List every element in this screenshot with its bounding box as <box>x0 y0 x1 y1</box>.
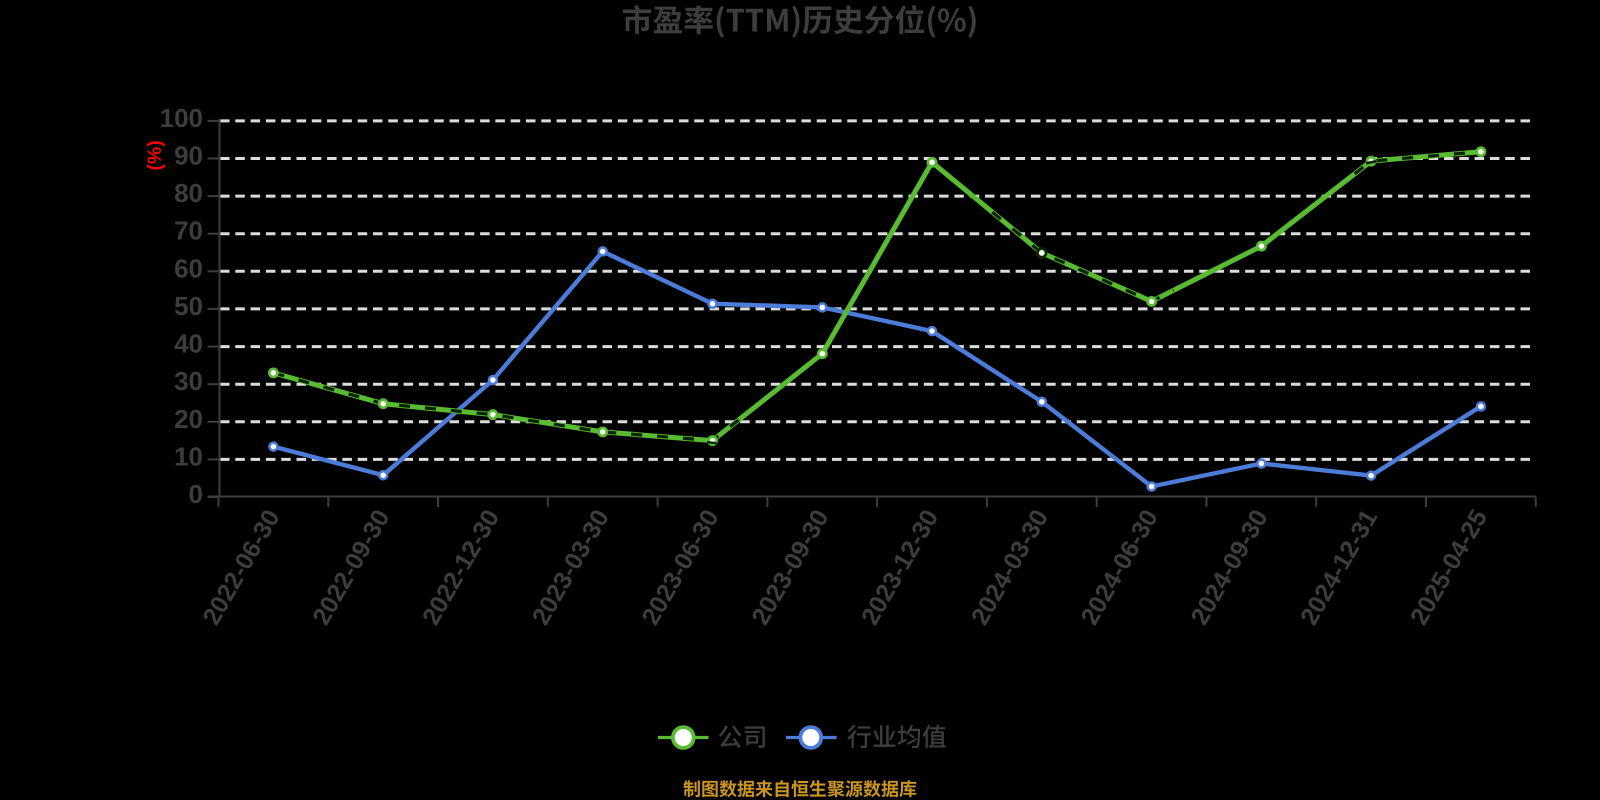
svg-text:60: 60 <box>174 253 203 283</box>
svg-text:50: 50 <box>174 291 203 321</box>
svg-text:(%): (%) <box>144 140 166 170</box>
svg-text:0: 0 <box>189 479 203 509</box>
svg-text:90: 90 <box>174 141 203 171</box>
svg-text:70: 70 <box>174 216 203 246</box>
svg-text:10: 10 <box>174 441 203 471</box>
svg-text:20: 20 <box>174 404 203 434</box>
svg-text:80: 80 <box>174 178 203 208</box>
svg-text:100: 100 <box>160 103 203 133</box>
svg-text:40: 40 <box>174 329 203 359</box>
svg-text:30: 30 <box>174 366 203 396</box>
